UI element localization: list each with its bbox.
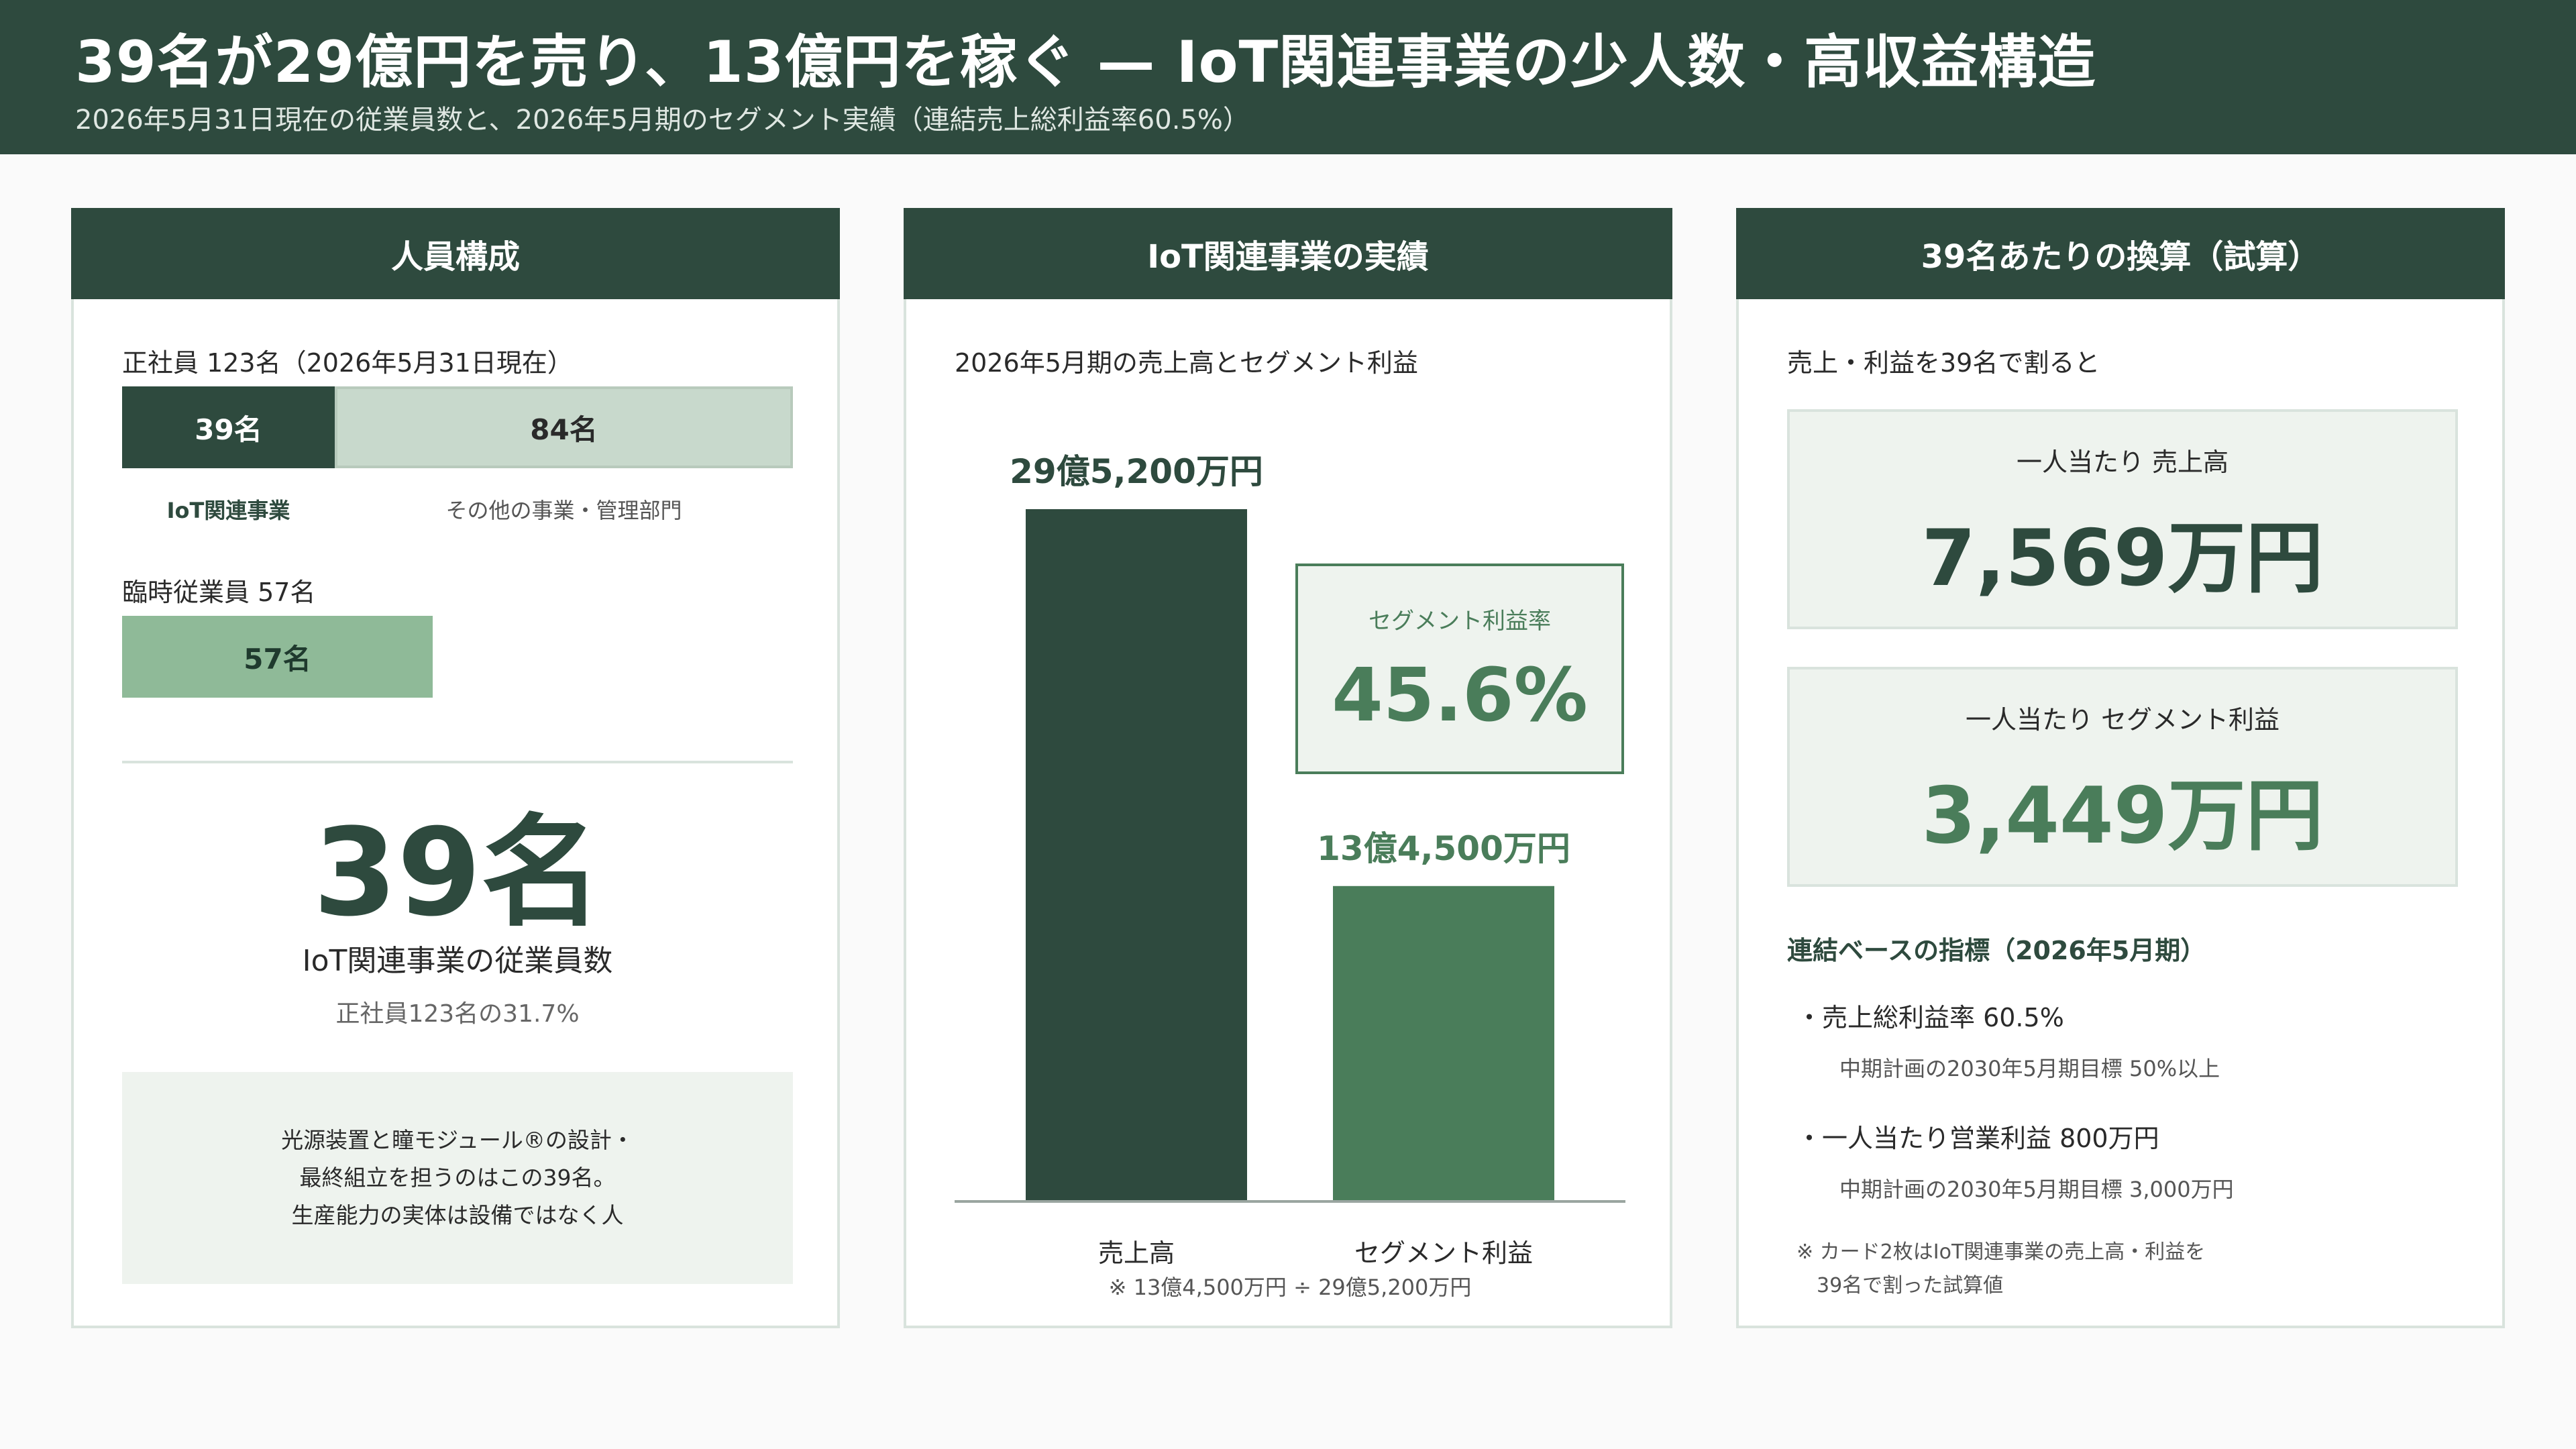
- indicator-item-2: ・一人当たり営業利益 800万円: [1796, 1124, 2159, 1153]
- bar-value-label-profit: 13億4,500万円: [1317, 828, 1570, 868]
- big-sub: 正社員123名の31.7%: [335, 1000, 580, 1028]
- rate-value: 45.6%: [1332, 652, 1588, 738]
- indicator-item-1-sub: 中期計画の2030年5月期目標 50%以上: [1839, 1056, 2220, 1081]
- section-title: 連結ベースの指標（2026年5月期）: [1787, 936, 2206, 965]
- rate-box: セグメント利益率 45.6%: [1295, 564, 1624, 774]
- kpi-profit-value: 3,449万円: [1921, 771, 2324, 861]
- per-person-caption: 売上・利益を39名で割ると: [1787, 348, 2100, 378]
- big-number: 39名: [313, 803, 602, 943]
- segment-other-label: 84名: [530, 413, 598, 446]
- kpi-sales-box: 一人当たり 売上高 7,569万円: [1787, 409, 2458, 629]
- staff-card: 人員構成 正社員 123名（2026年5月31日現在） 39名 84名 IoT関…: [71, 208, 840, 1328]
- segment-iot-caption: IoT関連事業: [166, 498, 290, 523]
- kpi-sales-value: 7,569万円: [1921, 513, 2324, 604]
- indicator-item-2-sub: 中期計画の2030年5月期目標 3,000万円: [1839, 1177, 2234, 1202]
- per-person-footnote: ※ カード2枚はIoT関連事業の売上高・利益を 39名で割った試算値: [1796, 1236, 2205, 1303]
- per-person-card: 39名あたりの換算（試算） 売上・利益を39名で割ると 一人当たり 売上高 7,…: [1736, 208, 2505, 1328]
- kpi-profit-label: 一人当たり セグメント利益: [1965, 705, 2280, 735]
- segment-iot-label: 39名: [195, 413, 262, 446]
- bar-sales: [1026, 509, 1247, 1201]
- per-person-card-title: 39名あたりの換算（試算）: [1736, 208, 2505, 299]
- chart-caption: 2026年5月期の売上高とセグメント利益: [955, 348, 1418, 378]
- page-title: 39名が29億円を売り、13億円を稼ぐ — IoT関連事業の少人数・高収益構造: [75, 29, 2096, 96]
- performance-card: IoT関連事業の実績 2026年5月期の売上高とセグメント利益 29億5,200…: [904, 208, 1672, 1328]
- kpi-sales-label: 一人当たり 売上高: [2016, 447, 2229, 477]
- header: 39名が29億円を売り、13億円を稼ぐ — IoT関連事業の少人数・高収益構造 …: [0, 0, 2576, 154]
- segment-temp-label: 57名: [244, 642, 311, 676]
- segment-temp: 57名: [122, 616, 433, 698]
- bar-value-label-sales: 29億5,200万円: [1010, 452, 1263, 491]
- category-label-sales: 売上高: [1097, 1238, 1175, 1268]
- note-line: 光源装置と瞳モジュール®の設計・: [281, 1127, 634, 1153]
- chart-footnote: ※ 13億4,500万円 ÷ 29億5,200万円: [1108, 1275, 1472, 1300]
- fulltime-label: 正社員 123名（2026年5月31日現在）: [122, 348, 573, 378]
- page-subtitle: 2026年5月31日現在の従業員数と、2026年5月期のセグメント実績（連結売上…: [75, 105, 1250, 136]
- segment-other: 84名: [335, 386, 793, 468]
- footnote-line: ※ カード2枚はIoT関連事業の売上高・利益を: [1796, 1240, 2206, 1264]
- bar-segment-profit: [1333, 885, 1554, 1201]
- segment-other-caption: その他の事業・管理部門: [445, 498, 682, 523]
- note-line: 生産能力の実体は設備ではなく人: [291, 1202, 624, 1228]
- note-box: 光源装置と瞳モジュール®の設計・ 最終組立を担うのはこの39名。 生産能力の実体…: [122, 1072, 793, 1284]
- note-line: 最終組立を担うのはこの39名。: [299, 1165, 616, 1191]
- divider: [122, 761, 793, 763]
- footnote-line: 39名で割った試算値: [1817, 1274, 2004, 1297]
- staff-card-title: 人員構成: [71, 208, 840, 299]
- bar-chart: [955, 509, 1625, 1203]
- indicator-item-1: ・売上総利益率 60.5%: [1796, 1003, 2064, 1032]
- fulltime-stacked-bar: 39名 84名: [122, 386, 793, 468]
- performance-card-title: IoT関連事業の実績: [904, 208, 1672, 299]
- rate-label: セグメント利益率: [1368, 608, 1551, 635]
- temp-label: 臨時従業員 57名: [122, 578, 316, 607]
- kpi-profit-box: 一人当たり セグメント利益 3,449万円: [1787, 667, 2458, 887]
- segment-iot: 39名: [122, 386, 335, 468]
- category-label-profit: セグメント利益: [1354, 1238, 1533, 1268]
- big-caption: IoT関連事業の従業員数: [302, 944, 613, 978]
